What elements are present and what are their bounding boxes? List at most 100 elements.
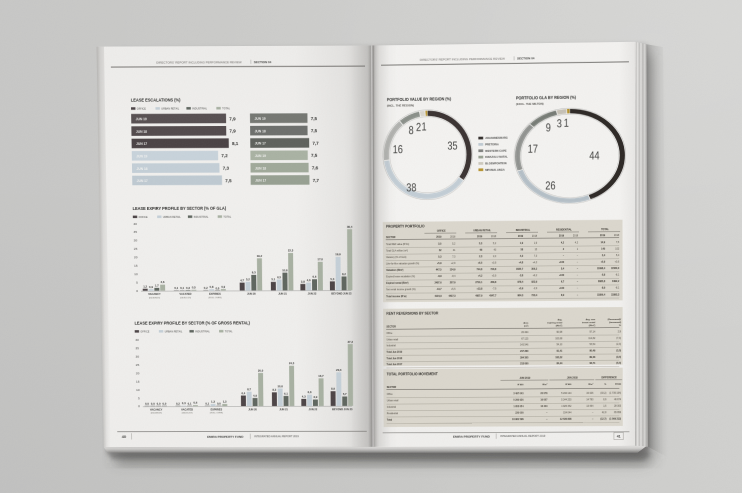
svg-text:JUN 22: JUN 22 xyxy=(309,407,318,411)
svg-text:0,1: 0,1 xyxy=(205,402,209,406)
svg-text:+4,2: +4,2 xyxy=(478,275,483,278)
svg-text:+5,9: +5,9 xyxy=(519,288,524,290)
svg-text:10: 10 xyxy=(136,388,140,392)
svg-text:JUN 17: JUN 17 xyxy=(136,142,147,146)
svg-text:JUN 19: JUN 19 xyxy=(136,154,147,158)
svg-text:67 125: 67 125 xyxy=(521,338,529,340)
svg-text:0,5: 0,5 xyxy=(192,285,196,289)
svg-text:6,1: 6,1 xyxy=(284,392,288,396)
svg-text:tenant rental: tenant rental xyxy=(582,321,596,324)
svg-text:(33,2): (33,2) xyxy=(600,393,606,395)
svg-text:19,2: 19,2 xyxy=(257,254,263,258)
svg-text:20: 20 xyxy=(134,255,138,259)
svg-text:13 443: 13 443 xyxy=(540,405,548,408)
svg-text:R’000: R’000 xyxy=(615,384,622,386)
svg-text:97,14: 97,14 xyxy=(589,332,595,334)
svg-text:28 303: 28 303 xyxy=(614,406,622,408)
svg-text:Office: Office xyxy=(386,333,393,335)
svg-text:TOTAL PORTFOLIO MOVEMENT: TOTAL PORTFOLIO MOVEMENT xyxy=(387,372,439,377)
svg-text:R’000: R’000 xyxy=(518,384,525,386)
svg-text:+4,8: +4,8 xyxy=(519,261,524,264)
svg-text:Total R&D value (R’bn): Total R&D value (R’bn) xyxy=(386,243,409,246)
svg-text:EMIRA PROPERTY FUND: EMIRA PROPERTY FUND xyxy=(453,434,491,438)
svg-text:(06/JUN/19): (06/JUN/19) xyxy=(151,413,162,415)
svg-text:(12,7): (12,7) xyxy=(600,419,606,421)
svg-text:11893,3: 11893,3 xyxy=(611,294,620,296)
svg-text:BEYOND JUN 23: BEYOND JUN 23 xyxy=(331,292,352,296)
svg-text:3,8: 3,8 xyxy=(301,280,305,284)
svg-text:9,3: 9,3 xyxy=(252,271,256,275)
svg-text:Total GLA million (m²): Total GLA million (m²) xyxy=(386,249,408,252)
svg-text:0,2: 0,2 xyxy=(176,402,180,406)
svg-text:EXPIRIES: EXPIRIES xyxy=(210,408,222,412)
svg-text:213 000: 213 000 xyxy=(520,364,529,366)
svg-text:(INCL. THE REGION): (INCL. THE REGION) xyxy=(387,104,414,108)
svg-text:%: % xyxy=(619,325,621,327)
svg-text:8: 8 xyxy=(409,125,414,137)
svg-text:INTEGRATED ANNUAL REPORT 2019: INTEGRATED ANNUAL REPORT 2019 xyxy=(254,434,299,438)
svg-text:BLOEMFONTEIN: BLOEMFONTEIN xyxy=(485,161,506,165)
svg-text:JUN 21: JUN 21 xyxy=(279,407,288,411)
svg-text:SECTION 04: SECTION 04 xyxy=(254,60,272,64)
svg-text:7,9: 7,9 xyxy=(229,129,236,134)
svg-text:35: 35 xyxy=(136,346,140,350)
svg-text:+2,9: +2,9 xyxy=(451,263,456,265)
svg-text:7,2: 7,2 xyxy=(221,153,228,158)
svg-text:2018: 2018 xyxy=(614,235,620,237)
svg-text:INDUSTRIAL: INDUSTRIAL xyxy=(192,107,207,110)
svg-text:1,3: 1,3 xyxy=(223,400,227,404)
svg-text:0,0: 0,0 xyxy=(145,402,149,406)
svg-text:16 426: 16 426 xyxy=(586,393,594,395)
svg-text:Net rental income growth (%): Net rental income growth (%) xyxy=(386,288,416,291)
svg-text:Industrial: Industrial xyxy=(387,345,397,348)
svg-text:+9,2: +9,2 xyxy=(533,275,538,277)
svg-text:3 497 043: 3 497 043 xyxy=(513,392,524,395)
svg-text:(5,4): (5,4) xyxy=(616,362,621,365)
svg-text:1 953 654: 1 953 654 xyxy=(513,405,524,408)
svg-text:16 007: 16 007 xyxy=(540,400,548,402)
svg-text:0,6: 0,6 xyxy=(193,401,197,405)
svg-text:JUN 20: JUN 20 xyxy=(248,407,257,411)
svg-text:984,3: 984,3 xyxy=(517,294,523,297)
svg-text:7,5: 7,5 xyxy=(311,128,318,133)
svg-text:MPUMALANGA: MPUMALANGA xyxy=(485,168,505,172)
svg-text:Office: Office xyxy=(387,394,394,396)
svg-text:1,7: 1,7 xyxy=(155,284,159,288)
svg-text:5 290 926: 5 290 926 xyxy=(513,400,524,402)
svg-text:44: 44 xyxy=(589,150,599,162)
svg-text:JUN 18: JUN 18 xyxy=(255,129,266,133)
svg-text:35: 35 xyxy=(447,141,457,153)
svg-text:7,7: 7,7 xyxy=(312,141,319,146)
svg-text:103,32: 103,32 xyxy=(555,357,563,359)
svg-text:OFFICE: OFFICE xyxy=(140,330,149,333)
svg-text:25: 25 xyxy=(136,363,140,367)
svg-text:10 961 596: 10 961 596 xyxy=(512,419,524,421)
svg-text:8,9: 8,9 xyxy=(331,387,335,391)
svg-text:(1 569 212): (1 569 212) xyxy=(609,419,621,421)
svg-text:7,3: 7,3 xyxy=(223,166,230,171)
svg-text:103,68: 103,68 xyxy=(555,338,563,340)
svg-text:5,1: 5,1 xyxy=(271,278,275,282)
svg-text:40: 40 xyxy=(135,338,139,342)
svg-text:PORTFOLIO VALUE BY REGION (%): PORTFOLIO VALUE BY REGION (%) xyxy=(387,96,452,102)
svg-text:(ROLL OVER): (ROLL OVER) xyxy=(210,413,223,415)
svg-text:134,9: 134,9 xyxy=(450,268,456,271)
svg-text:INDUSTRIAL: INDUSTRIAL xyxy=(516,229,531,232)
svg-text:DIRECTORS’ REPORT INCLUDING PE: DIRECTORS’ REPORT INCLUDING PERFORMANCE … xyxy=(420,57,505,62)
svg-text:JOHANNESBURG: JOHANNESBURG xyxy=(485,136,508,140)
svg-text:2019: 2019 xyxy=(600,235,606,237)
svg-text:R/m²: R/m² xyxy=(543,383,548,386)
svg-text:42,8: 42,8 xyxy=(602,412,607,414)
svg-text:0,0: 0,0 xyxy=(157,402,161,406)
svg-text:7,9: 7,9 xyxy=(229,116,236,121)
svg-text:0,1: 0,1 xyxy=(180,286,184,290)
svg-text:36,4: 36,4 xyxy=(347,225,353,229)
svg-text:VACANCY: VACANCY xyxy=(148,292,161,296)
svg-text:154 044: 154 044 xyxy=(563,412,572,414)
svg-text:978,4: 978,4 xyxy=(517,281,523,284)
svg-text:+5,9: +5,9 xyxy=(437,263,442,265)
svg-text:0,2: 0,2 xyxy=(204,286,208,290)
svg-text:207,9: 207,9 xyxy=(450,283,456,285)
svg-text:LEASE EXPIRY PROFILE BY SECTOR: LEASE EXPIRY PROFILE BY SECTOR (% OF GLA… xyxy=(133,205,227,211)
svg-text:13 454: 13 454 xyxy=(586,406,594,408)
